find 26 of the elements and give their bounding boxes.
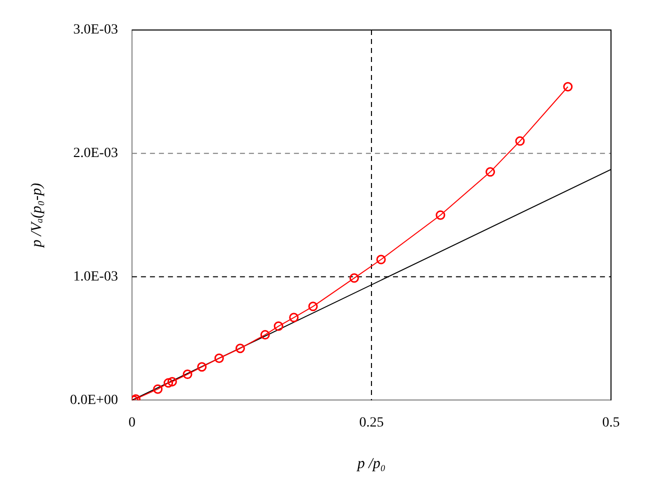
point <box>349 273 359 283</box>
y-tick-label: 1.0E-03 <box>73 269 118 284</box>
y-tick-label: 0.0E+00 <box>70 392 118 408</box>
point <box>235 344 245 354</box>
point <box>153 384 163 394</box>
y-tick-label: 2.0E-03 <box>73 146 118 162</box>
y-axis-title: p /Vₐ(p₀-p) <box>28 183 45 248</box>
x-tick-label: 0.5 <box>602 415 620 430</box>
point <box>274 321 284 331</box>
point <box>486 167 496 177</box>
x-tick-label: 0 <box>128 415 136 430</box>
point <box>563 82 573 92</box>
point <box>214 353 224 363</box>
point <box>164 378 174 388</box>
point <box>167 376 177 386</box>
point <box>182 370 192 380</box>
point <box>308 302 318 312</box>
point <box>197 362 207 372</box>
x-axis-title: p /p₀ <box>356 456 386 472</box>
point <box>515 136 525 146</box>
point <box>376 254 386 264</box>
x-tick-label: 0.25 <box>359 415 384 430</box>
point <box>289 312 299 322</box>
y-tick-label: 3.0E-03 <box>73 22 118 38</box>
point <box>260 330 270 340</box>
point <box>436 210 446 220</box>
